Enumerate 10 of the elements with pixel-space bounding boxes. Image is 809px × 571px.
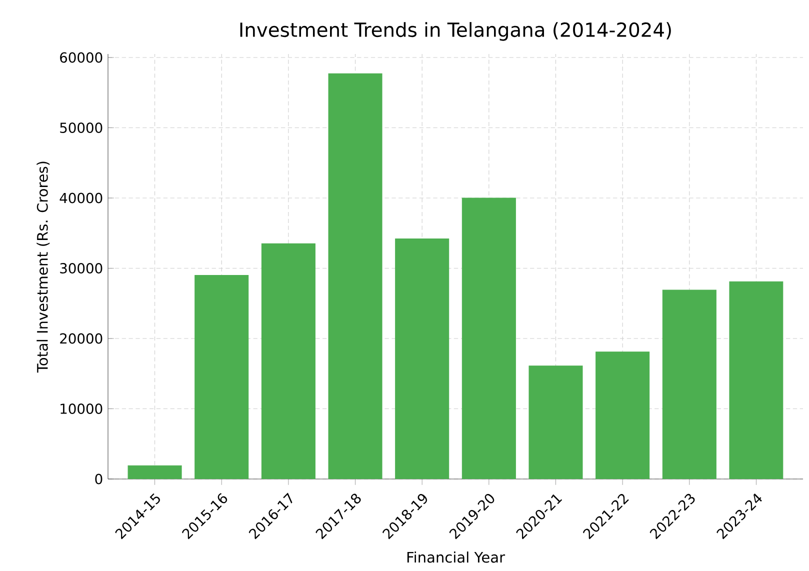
- chart-title: Investment Trends in Telangana (2014-2024): [240, 22, 671, 41]
- y-tick-label: 0: [95, 474, 102, 484]
- y-axis-title: Total Investment (Rs. Crores): [36, 162, 50, 373]
- y-tick-label: 30000: [60, 263, 102, 274]
- y-tick-label: 40000: [60, 192, 102, 204]
- y-tick-label: 50000: [60, 122, 102, 133]
- y-tick-label: 60000: [60, 52, 102, 63]
- y-tick-label: 10000: [60, 404, 102, 414]
- x-axis-title: Financial Year: [407, 552, 506, 563]
- y-tick-label: 20000: [60, 333, 102, 344]
